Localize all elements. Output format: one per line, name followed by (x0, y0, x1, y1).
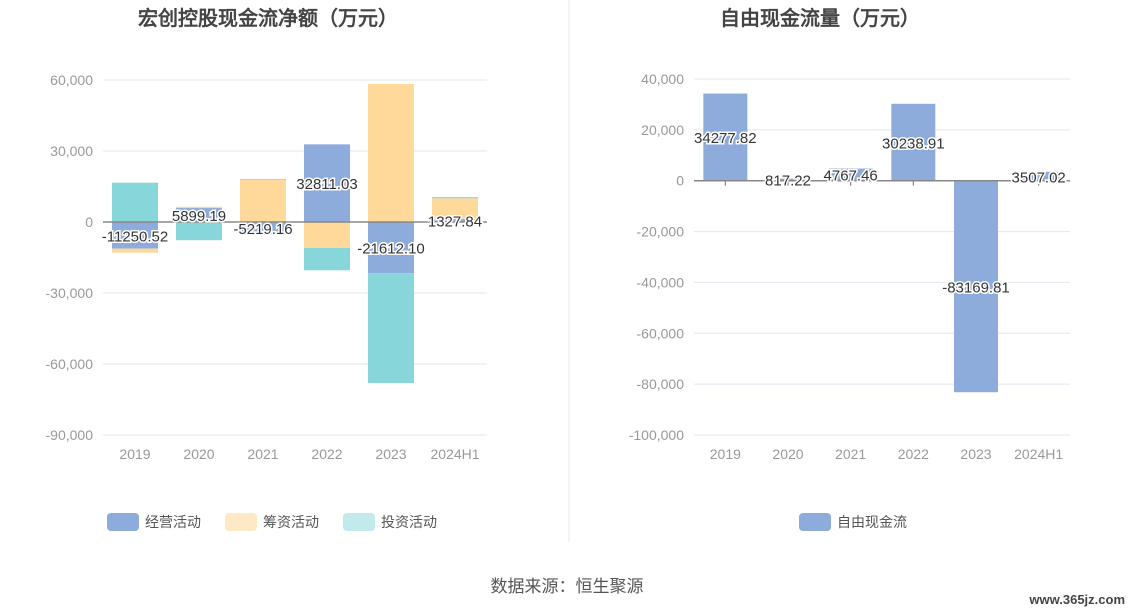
y-tick-label: 40,000 (641, 71, 684, 87)
data-label: 5899.19 (172, 208, 226, 225)
x-tick-label: 2021 (247, 446, 278, 462)
bar-筹资活动 (112, 248, 158, 253)
y-tick-label: 0 (676, 173, 684, 189)
y-tick-label: -60,000 (46, 356, 94, 372)
bar-投资活动 (368, 273, 414, 383)
bar-经营活动 (176, 208, 222, 222)
y-tick-label: -100,000 (629, 427, 684, 443)
legend-swatch (107, 513, 139, 531)
legend-label: 自由现金流 (837, 514, 907, 530)
data-label: -21612.10 (357, 241, 425, 258)
y-tick-label: -30,000 (46, 285, 94, 301)
bar-经营活动 (112, 222, 158, 249)
legend-swatch (799, 513, 831, 531)
x-tick-label: 2024H1 (1014, 446, 1063, 462)
data-label: -83169.81 (942, 279, 1010, 296)
x-tick-label: 2024H1 (430, 446, 479, 462)
source-text: 数据来源：恒生聚源 (491, 577, 644, 596)
data-label: 34277.82 (694, 130, 757, 147)
y-tick-label: -40,000 (637, 274, 685, 290)
x-tick-label: 2019 (710, 446, 741, 462)
y-tick-label: 0 (85, 214, 93, 230)
x-tick-label: 2023 (960, 446, 991, 462)
x-tick-label: 2019 (119, 446, 150, 462)
bar-投资活动 (240, 178, 286, 180)
bar-投资活动 (304, 248, 350, 271)
legend-label: 投资活动 (381, 514, 437, 530)
bar-经营活动 (432, 218, 478, 222)
bar-自由现金流 (766, 178, 810, 181)
bar-筹资活动 (176, 206, 222, 209)
y-tick-label: -90,000 (46, 427, 94, 443)
y-tick-label: 30,000 (50, 143, 93, 159)
bar-筹资活动 (240, 179, 286, 222)
legend-swatch (225, 513, 257, 531)
bar-筹资活动 (368, 84, 414, 222)
bar-筹资活动 (432, 198, 478, 219)
data-label: 817.22 (765, 173, 811, 190)
bar-自由现金流 (954, 180, 998, 393)
y-tick-label: 20,000 (641, 122, 684, 138)
x-tick-label: 2020 (183, 446, 214, 462)
y-tick-label: -20,000 (637, 224, 685, 240)
legend-swatch (343, 513, 375, 531)
x-tick-label: 2021 (835, 446, 866, 462)
bar-投资活动 (432, 197, 478, 199)
data-label: -11250.52 (102, 228, 168, 245)
bar-筹资活动 (304, 222, 350, 249)
bar-自由现金流 (828, 168, 873, 181)
x-tick-label: 2022 (311, 446, 342, 462)
bar-自由现金流 (703, 93, 748, 181)
bar-自由现金流 (891, 103, 936, 181)
y-tick-label: 60,000 (50, 72, 93, 88)
bar-经营活动 (368, 222, 414, 274)
y-tick-label: -60,000 (637, 325, 685, 341)
data-label: 4767.46 (824, 168, 878, 185)
data-label: -5219.16 (233, 221, 292, 238)
watermark: www.365jz.com (1028, 592, 1125, 607)
bar-经营活动 (240, 222, 286, 235)
x-tick-label: 2023 (375, 446, 406, 462)
bar-自由现金流 (1016, 171, 1061, 181)
data-label: 32811.03 (296, 176, 357, 193)
data-label: 3507.02 (1012, 169, 1066, 186)
bar-投资活动 (112, 182, 158, 222)
bar-投资活动 (176, 222, 222, 241)
x-tick-label: 2020 (772, 446, 803, 462)
legend-label: 筹资活动 (263, 514, 319, 530)
data-label: 30238.91 (882, 135, 945, 152)
chart-title: 宏创控股现金流净额（万元） (138, 6, 398, 30)
y-tick-label: -80,000 (637, 376, 685, 392)
x-tick-label: 2022 (898, 446, 929, 462)
chart-title: 自由现金流量（万元） (720, 6, 920, 30)
bar-经营活动 (304, 144, 350, 222)
legend-label: 经营活动 (145, 514, 201, 530)
data-label: 1327.84 (428, 213, 482, 230)
